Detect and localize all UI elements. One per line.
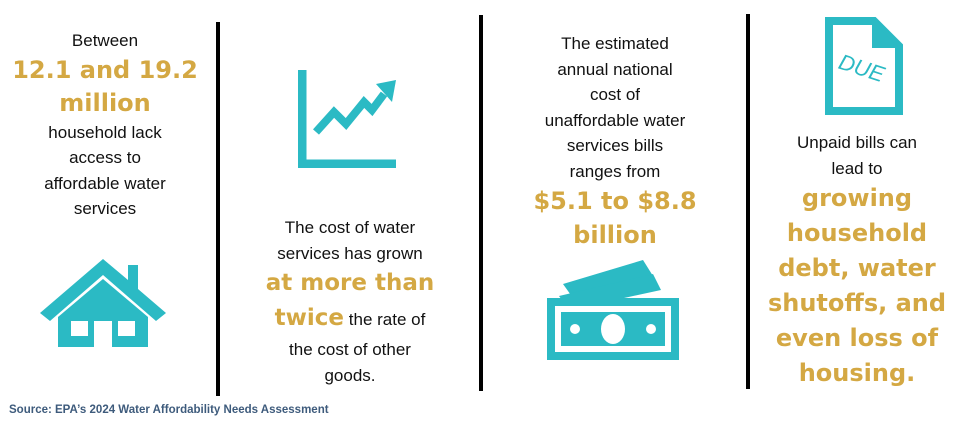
highlight-line: million	[59, 88, 151, 117]
highlight-line: $5.1 to $8.8	[533, 187, 697, 215]
text-line: affordable water	[44, 173, 166, 193]
text-line: goods.	[324, 365, 376, 385]
panel-households: Between 12.1 and 19.2 million household …	[0, 28, 210, 222]
text-fragment: the rate of	[348, 310, 426, 329]
text-line: unaffordable water	[544, 110, 686, 130]
highlight-line: shutoffs, and	[767, 289, 947, 317]
highlight-word: twice	[274, 305, 345, 331]
text-line: lead to	[831, 158, 883, 178]
text-line: ranges from	[569, 161, 661, 181]
text-line: access to	[69, 148, 141, 167]
panel-unpaid-bills: Unpaid bills can lead to growing househo…	[752, 130, 960, 391]
highlight-line: housing.	[798, 359, 916, 387]
panel-cost-growth: The cost of water services has grown at …	[225, 215, 475, 388]
highlight-line: even loss of	[775, 324, 939, 352]
divider-2	[479, 15, 483, 391]
text-line: services has grown	[277, 243, 423, 263]
text-line: cost of	[589, 85, 641, 104]
highlight-line: household	[786, 219, 928, 247]
panel-national-cost: The estimated annual national cost of un…	[490, 31, 740, 252]
highlight-line: 12.1 and 19.2	[12, 55, 198, 84]
text-line: annual national	[557, 59, 673, 79]
house-icon	[40, 259, 166, 347]
text-line: the cost of other	[289, 340, 411, 359]
due-label: DUE	[836, 49, 888, 87]
text-line: services bills	[566, 136, 664, 155]
text-line: household lack	[48, 122, 162, 142]
money-bills-icon	[547, 260, 679, 360]
highlight-line: at more than	[265, 270, 435, 296]
text-line: Unpaid bills can	[796, 133, 917, 152]
highlight-line: debt, water	[778, 254, 936, 282]
text-line: The estimated	[561, 34, 669, 53]
due-document-icon: DUE	[825, 17, 903, 115]
text-line: Between	[71, 31, 139, 50]
mixed-line: twice the rate of	[225, 301, 475, 337]
text-line: The cost of water	[284, 218, 416, 237]
divider-1	[216, 22, 220, 396]
source-caption: Source: EPA’s 2024 Water Affordability N…	[9, 404, 329, 416]
text-line: services	[73, 199, 137, 218]
highlight-line: growing	[801, 184, 913, 212]
rising-chart-icon	[298, 70, 396, 168]
divider-3	[746, 14, 750, 389]
highlight-line: billion	[573, 221, 657, 249]
